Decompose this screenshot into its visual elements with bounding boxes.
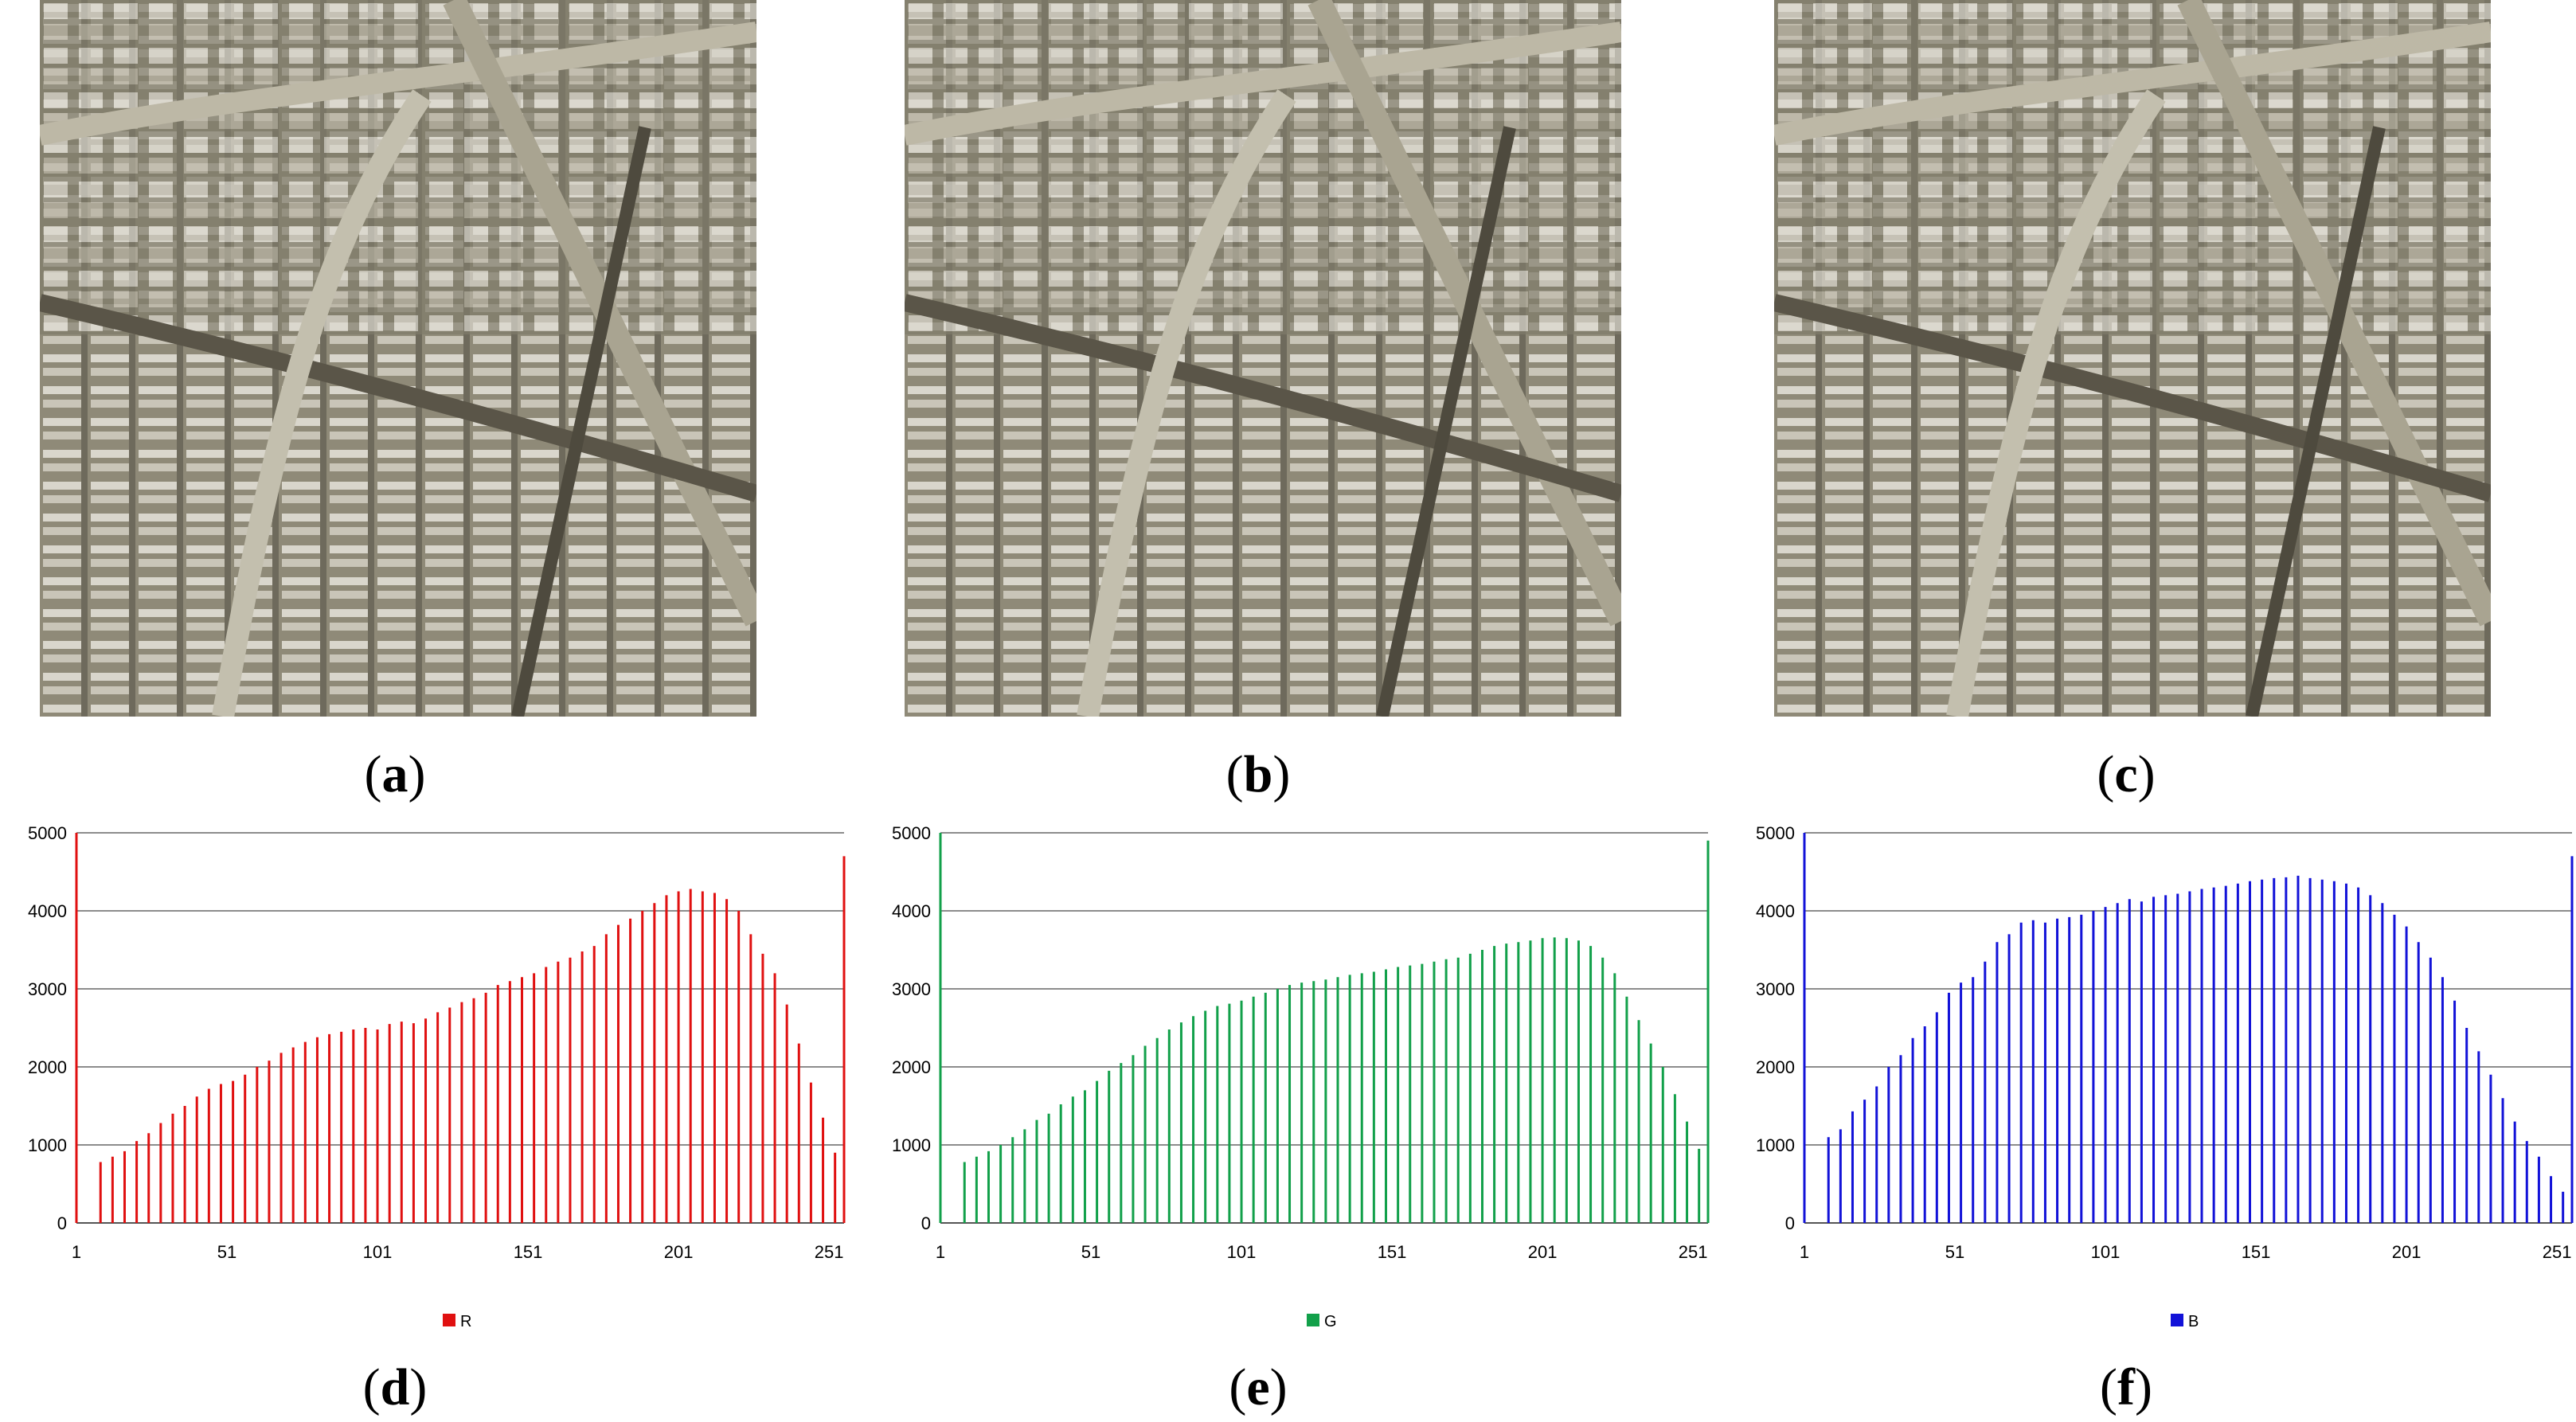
y-tick-label: 3000 — [892, 979, 931, 999]
y-tick-label: 1000 — [892, 1135, 931, 1155]
y-tick-label: 0 — [921, 1213, 931, 1233]
caption-e-letter: e — [1246, 1358, 1270, 1416]
caption-f: (f) — [2100, 1358, 2152, 1416]
x-tick-label: 101 — [1227, 1242, 1257, 1262]
caption-a: (a) — [364, 745, 426, 803]
y-tick-label: 0 — [57, 1213, 67, 1233]
caption-c: (c) — [2097, 745, 2156, 803]
x-tick-label: 101 — [363, 1242, 393, 1262]
x-tick-label: 201 — [2392, 1242, 2422, 1262]
y-tick-label: 4000 — [28, 901, 67, 921]
caption-e: (e) — [1229, 1358, 1288, 1416]
caption-f-letter: f — [2117, 1358, 2135, 1416]
legend-label: B — [2188, 1313, 2199, 1330]
y-tick-label: 2000 — [28, 1057, 67, 1077]
x-tick-label: 151 — [2242, 1242, 2271, 1262]
y-tick-label: 1000 — [28, 1135, 67, 1155]
legend-swatch — [1307, 1314, 1319, 1326]
x-tick-label: 101 — [2091, 1242, 2121, 1262]
x-tick-label: 251 — [815, 1242, 844, 1262]
x-tick-label: 1 — [936, 1242, 945, 1262]
y-tick-label: 3000 — [1756, 979, 1795, 999]
caption-d: (d) — [362, 1358, 428, 1416]
caption-b: (b) — [1225, 745, 1291, 803]
x-tick-label: 201 — [664, 1242, 694, 1262]
legend-swatch — [443, 1314, 455, 1326]
x-tick-label: 1 — [72, 1242, 81, 1262]
x-tick-label: 201 — [1528, 1242, 1558, 1262]
x-tick-label: 51 — [1945, 1242, 1964, 1262]
x-tick-label: 51 — [1081, 1242, 1100, 1262]
y-tick-label: 4000 — [892, 901, 931, 921]
y-tick-label: 5000 — [28, 823, 67, 843]
x-tick-label: 151 — [1378, 1242, 1407, 1262]
aerial-photo-b — [905, 0, 1621, 717]
legend-label: G — [1324, 1313, 1337, 1330]
y-tick-label: 1000 — [1756, 1135, 1795, 1155]
aerial-photo-c — [1774, 0, 2491, 717]
caption-d-letter: d — [380, 1358, 410, 1416]
x-tick-label: 1 — [1800, 1242, 1809, 1262]
x-tick-label: 51 — [217, 1242, 236, 1262]
y-tick-label: 2000 — [892, 1057, 931, 1077]
aerial-photo-a — [40, 0, 756, 717]
histogram-green: 0 1000 2000 3000 4000 5000 1 51 101 151 201 251 G — [864, 804, 1740, 1346]
histogram-blue: 0 1000 2000 3000 4000 5000 1 51 101 151 201 251 B — [1728, 804, 2576, 1346]
y-tick-label: 4000 — [1756, 901, 1795, 921]
y-tick-label: 5000 — [892, 823, 931, 843]
y-tick-label: 5000 — [1756, 823, 1795, 843]
legend-label: R — [460, 1313, 471, 1330]
y-tick-label: 0 — [1785, 1213, 1795, 1233]
x-tick-label: 251 — [1679, 1242, 1708, 1262]
legend-swatch — [2171, 1314, 2183, 1326]
caption-a-letter: a — [381, 745, 408, 803]
x-tick-label: 151 — [514, 1242, 543, 1262]
x-tick-label: 251 — [2543, 1242, 2572, 1262]
y-tick-label: 3000 — [28, 979, 67, 999]
caption-c-letter: c — [2114, 745, 2138, 803]
y-tick-label: 2000 — [1756, 1057, 1795, 1077]
caption-b-letter: b — [1243, 745, 1273, 803]
histogram-red: 0 1000 2000 3000 4000 5000 1 51 101 151 201 251 R — [0, 804, 876, 1346]
